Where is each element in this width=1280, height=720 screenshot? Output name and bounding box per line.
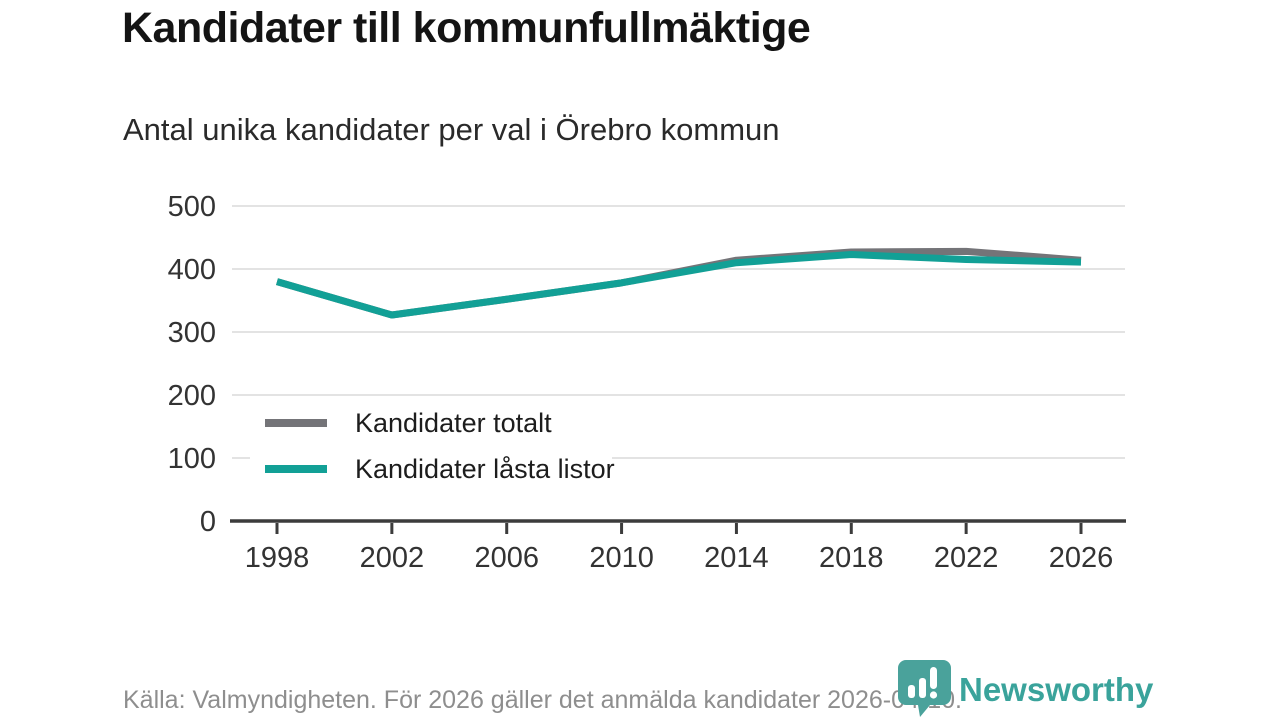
x-tick-label: 2002: [360, 542, 425, 574]
newsworthy-wordmark: Newsworthy: [959, 671, 1154, 708]
exclamation-dot: [929, 691, 938, 699]
x-tick-label: 2006: [474, 542, 539, 574]
legend-swatch: [265, 465, 327, 473]
exclamation-bar: [930, 667, 937, 689]
legend-label: Kandidater totalt: [355, 408, 552, 438]
legend-label: Kandidater låsta listor: [355, 454, 615, 484]
y-tick-label: 0: [200, 506, 216, 538]
y-tick-label: 100: [168, 443, 216, 475]
x-tick-label: 2010: [589, 542, 654, 574]
bar-tall: [919, 678, 926, 698]
newsworthy-speech-bubble-chart-icon: [898, 660, 951, 717]
x-tick-label: 2014: [704, 542, 769, 574]
series-line-kandidater-lasta-listor: [276, 251, 1082, 319]
newsworthy-logo: Newsworthy: [897, 659, 1153, 717]
y-tick-label: 500: [168, 191, 216, 223]
source-note: Källa: Valmyndigheten. För 2026 gäller d…: [123, 686, 962, 714]
x-tick-label: 2026: [1049, 542, 1114, 574]
x-tick-label: 2018: [819, 542, 884, 574]
x-tick-label: 1998: [245, 542, 310, 574]
chart-subtitle: Antal unika kandidater per val i Örebro …: [123, 112, 780, 147]
x-tick-label: 2022: [934, 542, 999, 574]
chart-title: Kandidater till kommunfullmäktige: [122, 4, 811, 52]
legend-swatch: [265, 419, 327, 427]
y-tick-label: 300: [168, 317, 216, 349]
y-tick-label: 200: [168, 380, 216, 412]
y-tick-label: 400: [168, 254, 216, 286]
bar-short: [908, 685, 915, 698]
